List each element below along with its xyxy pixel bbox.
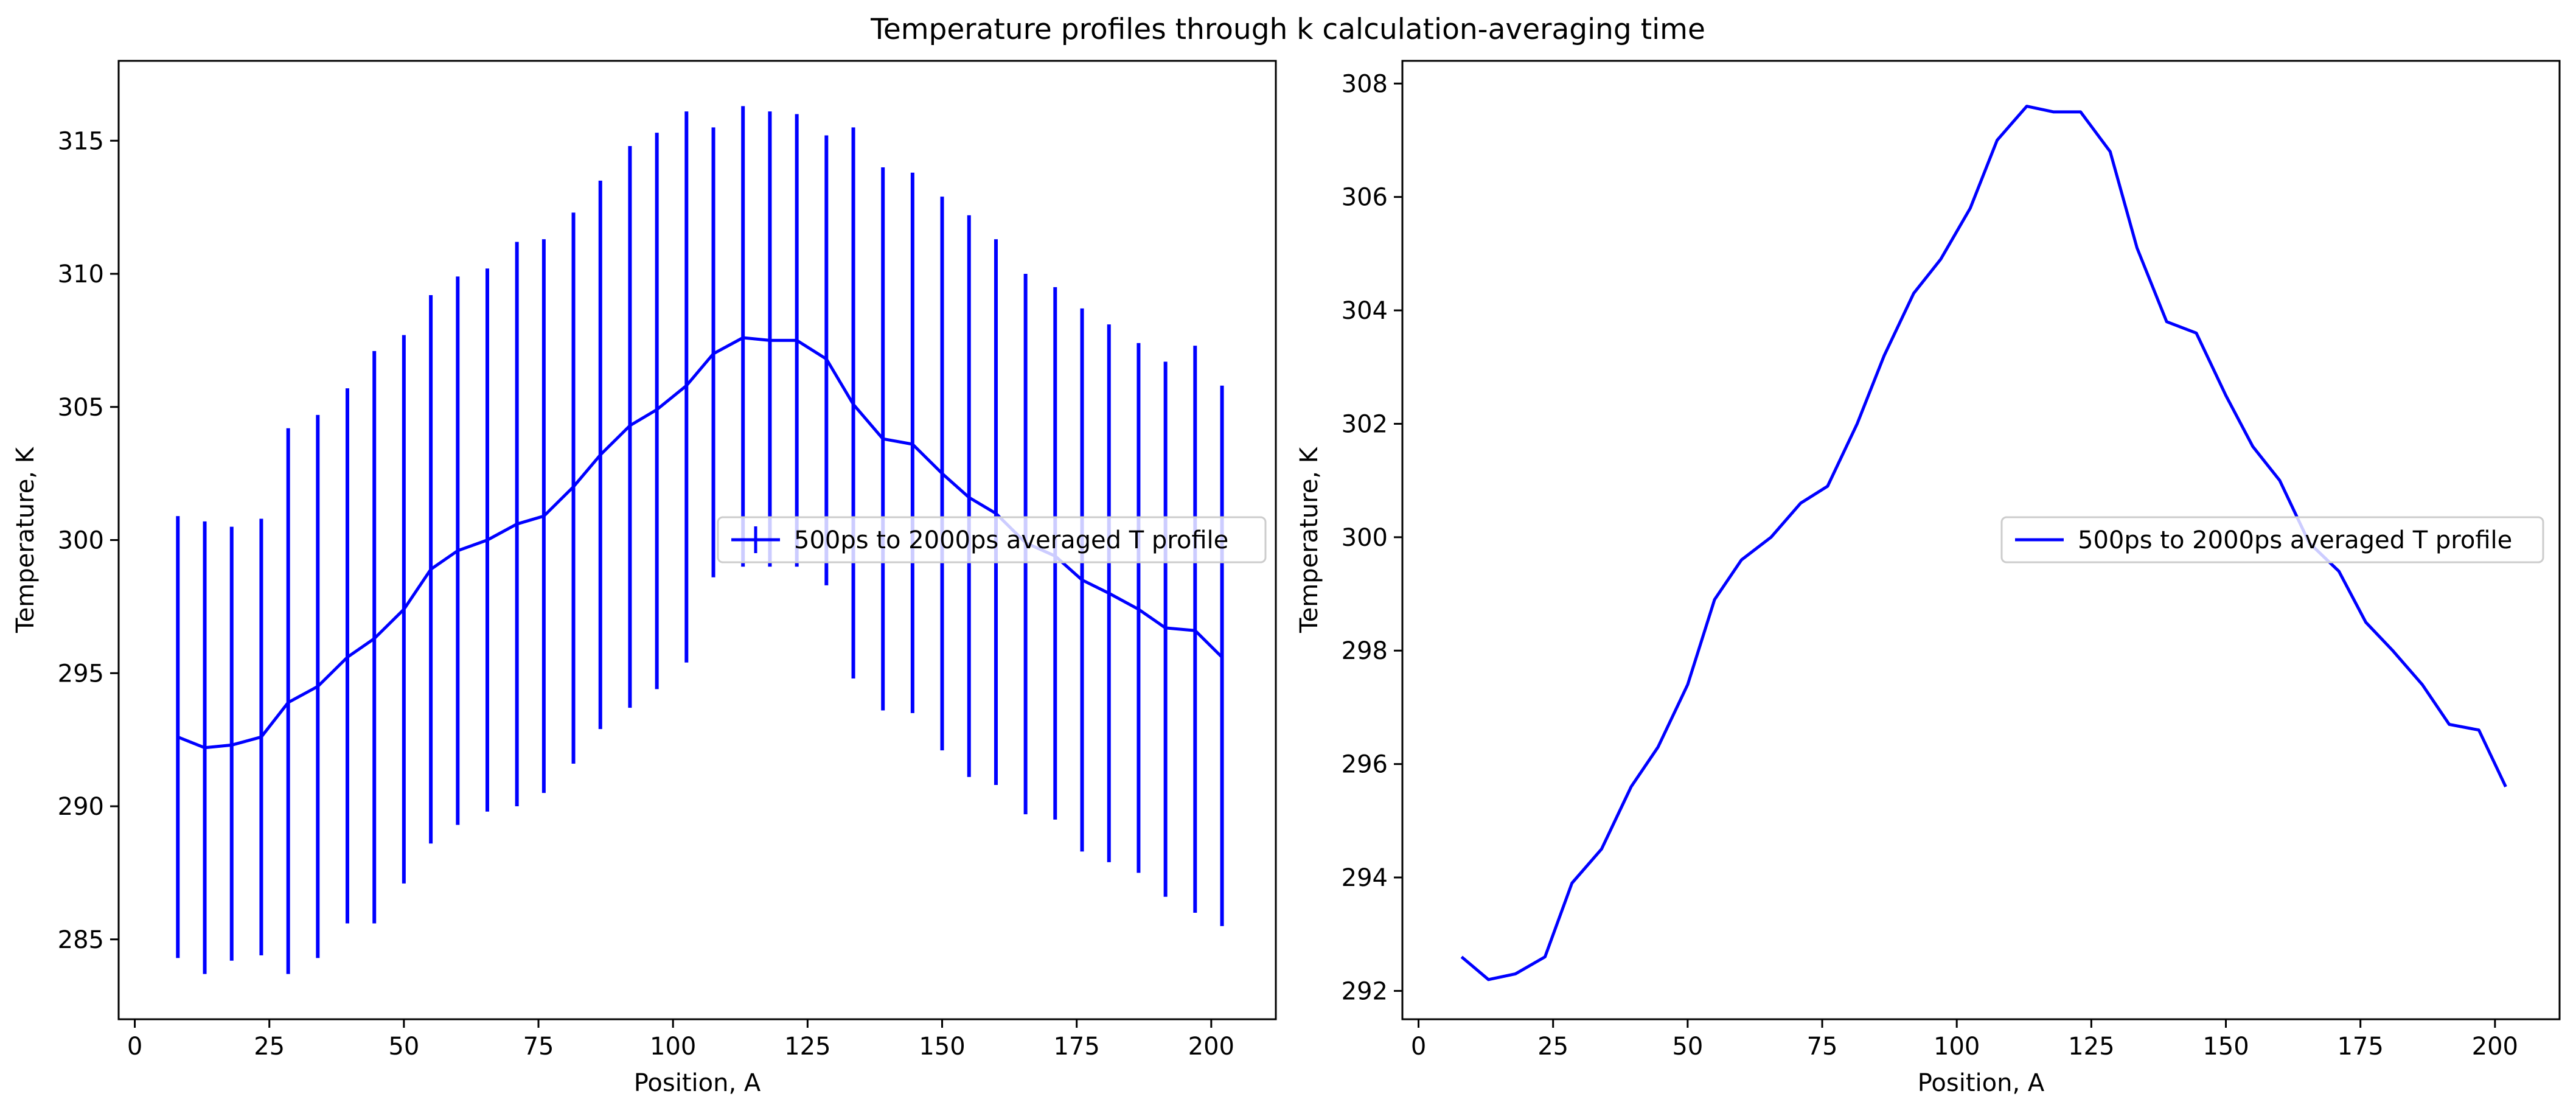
y-tick-label: 285	[58, 926, 104, 954]
x-axis-label: Position, A	[634, 1069, 761, 1097]
y-tick-label: 308	[1342, 70, 1388, 98]
legend: 500ps to 2000ps averaged T profile	[2000, 516, 2544, 563]
y-tick-label: 300	[1342, 524, 1388, 552]
x-tick-label: 150	[2202, 1033, 2249, 1061]
chart-panel-1: 0 25 50 75 100 125 150 175 200 285 290 295 300 305 310…	[12, 60, 1277, 1097]
x-tick-label: 125	[784, 1033, 830, 1061]
legend: 500ps to 2000ps averaged T profile	[717, 516, 1267, 563]
x-tick-label: 175	[2337, 1033, 2383, 1061]
x-tick-label: 150	[919, 1033, 965, 1061]
series-1	[1460, 105, 2507, 982]
x-tick-label: 125	[2068, 1033, 2114, 1061]
y-tick-label: 305	[58, 394, 104, 422]
series-1	[176, 106, 1224, 974]
figure-title: Temperature profiles through k calculati…	[871, 13, 1705, 46]
axes-frame	[1401, 60, 2561, 1020]
x-tick-label: 25	[1537, 1033, 1568, 1061]
x-tick-label: 25	[254, 1033, 285, 1061]
y-tick-label: 302	[1342, 410, 1388, 438]
x-axis-label: Position, A	[1918, 1069, 2045, 1097]
x-tick-label: 50	[388, 1033, 419, 1061]
chart-panel-2: 0 25 50 75 100 125 150 175 200 292 294 296 298 300 302…	[1295, 60, 2561, 1097]
legend-label: 500ps to 2000ps averaged T profile	[2078, 526, 2512, 554]
x-tick-label: 75	[1807, 1033, 1838, 1061]
x-tick-label: 0	[1411, 1033, 1426, 1061]
y-axis-label: Temperature, K	[1295, 446, 1323, 633]
x-tick-label: 75	[523, 1033, 554, 1061]
legend-box	[717, 516, 1267, 563]
y-tick-label: 295	[58, 660, 104, 688]
y-tick-label: 315	[58, 127, 104, 155]
legend-label: 500ps to 2000ps averaged T profile	[794, 526, 1228, 554]
y-tick-label: 310	[58, 260, 104, 288]
x-tick-label: 0	[127, 1033, 142, 1061]
x-tick-label: 200	[1188, 1033, 1234, 1061]
y-tick-label: 304	[1342, 297, 1388, 325]
x-tick-label: 100	[650, 1033, 696, 1061]
x-tick-label: 50	[1672, 1033, 1703, 1061]
y-tick-label: 294	[1342, 864, 1388, 892]
series-line	[1460, 105, 2507, 982]
legend-box	[2000, 516, 2544, 563]
x-tick-label: 100	[1934, 1033, 1980, 1061]
y-tick-label: 306	[1342, 184, 1388, 212]
y-tick-label: 296	[1342, 751, 1388, 779]
y-tick-label: 300	[58, 527, 104, 555]
x-tick-label: 200	[2472, 1033, 2518, 1061]
y-axis-label: Temperature, K	[12, 446, 40, 633]
x-tick-label: 175	[1053, 1033, 1099, 1061]
y-tick-label: 290	[58, 793, 104, 821]
y-tick-label: 292	[1342, 977, 1388, 1005]
y-tick-label: 298	[1342, 637, 1388, 665]
